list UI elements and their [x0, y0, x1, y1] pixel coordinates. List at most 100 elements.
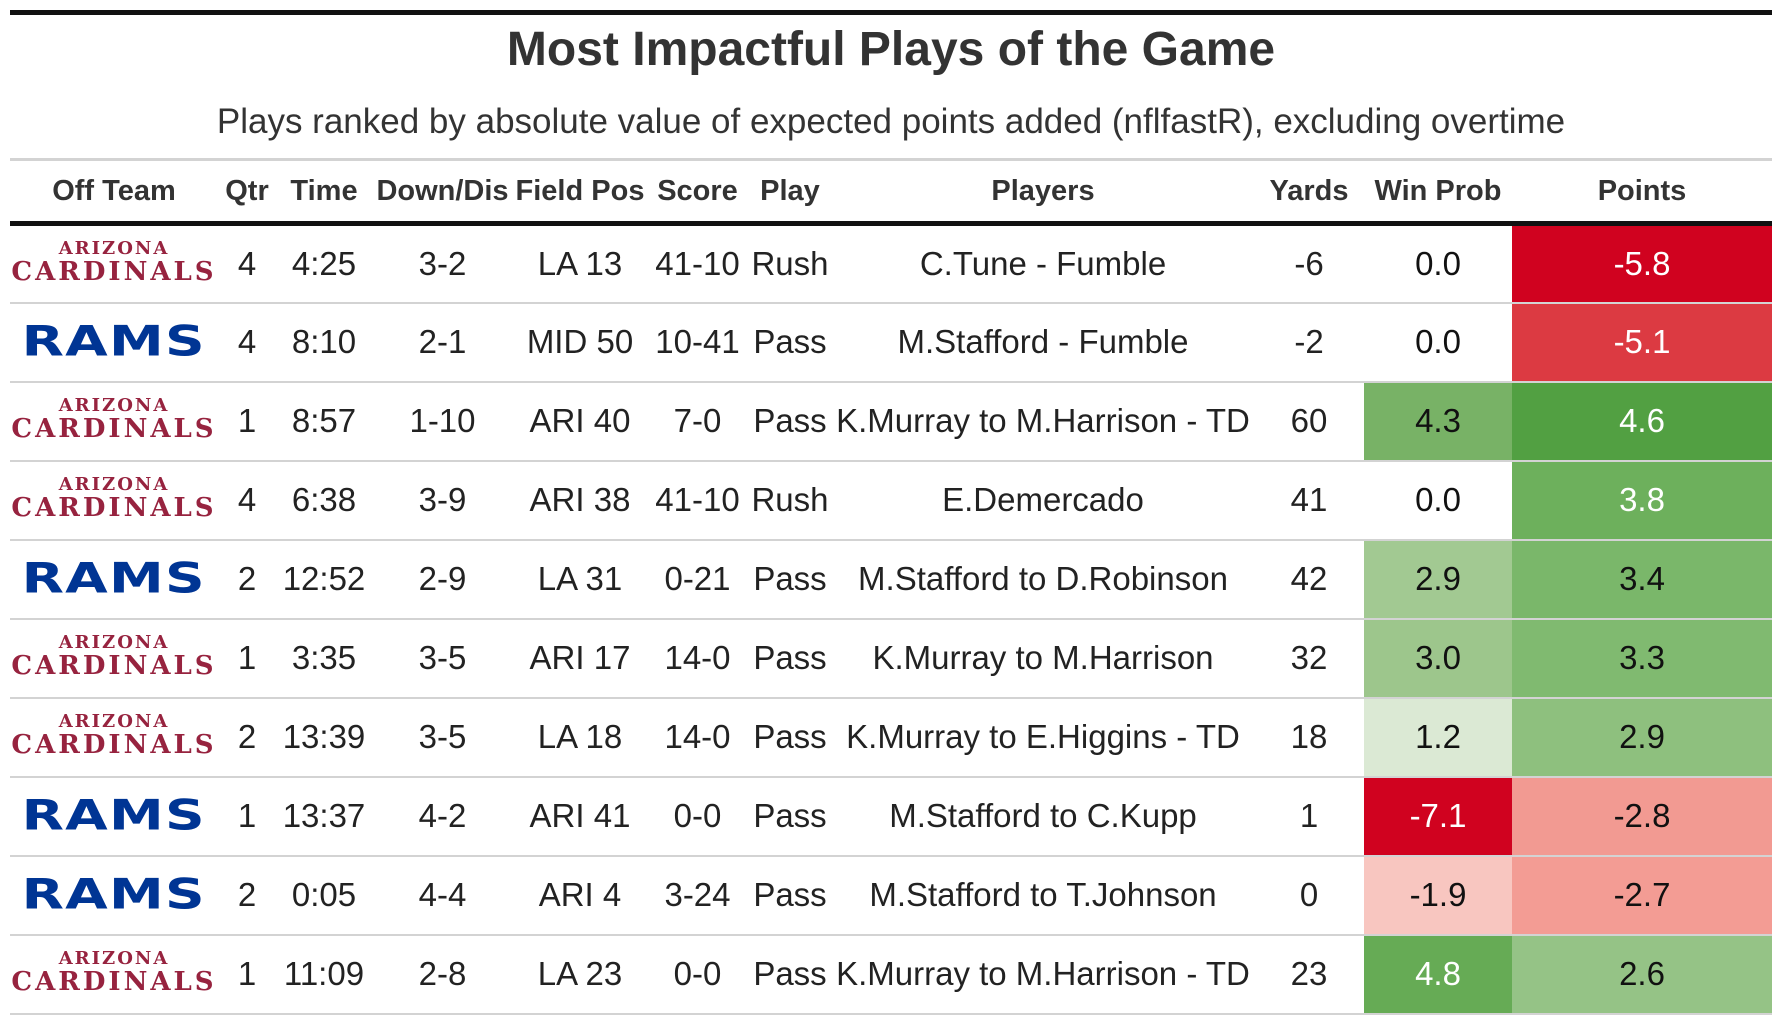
cell-team-logo: RAMS	[10, 776, 218, 857]
cell-play: Pass	[748, 618, 832, 699]
table-row: ARIZONA CARDINALS 1 3:35 3-5 ARI 17 14-0 Pass K.…	[10, 618, 1772, 699]
arizona-cardinals-logo: ARIZONA CARDINALS	[11, 474, 216, 522]
cell-score: 14-0	[647, 697, 748, 778]
cell-score: 0-21	[647, 539, 748, 620]
cell-points: 4.6	[1512, 381, 1772, 462]
cell-win-prob: -1.9	[1364, 855, 1512, 936]
cell-yards: 0	[1254, 855, 1364, 936]
cell-down-dis: 3-2	[372, 223, 513, 304]
table-row: ARIZONA CARDINALS 1 8:57 1-10 ARI 40 7-0 Pass K.…	[10, 381, 1772, 462]
cell-time: 13:39	[276, 697, 372, 778]
logo-line-1: ARIZONA	[58, 948, 170, 969]
cell-play: Pass	[748, 855, 832, 936]
cell-players: C.Tune - Fumble	[832, 223, 1254, 304]
cell-time: 8:57	[276, 381, 372, 462]
col-header-qtr: Qtr	[218, 158, 276, 226]
logo-line-1: ARIZONA	[58, 395, 170, 416]
cell-time: 6:38	[276, 460, 372, 541]
cell-players: E.Demercado	[832, 460, 1254, 541]
cell-points: -5.8	[1512, 223, 1772, 304]
cell-time: 0:05	[276, 855, 372, 936]
table-row: ARIZONA CARDINALS 4 4:25 3-2 LA 13 41-10 Rush C.…	[10, 223, 1772, 304]
cell-team-logo: ARIZONA CARDINALS	[10, 223, 218, 304]
cell-points: -2.7	[1512, 855, 1772, 936]
cell-field-pos: ARI 40	[513, 381, 647, 462]
plays-table: Off Team Qtr Time Down/Dis Field Pos Sco…	[10, 158, 1772, 1015]
col-header-win-prob: Win Prob	[1364, 158, 1512, 226]
logo-line-1: ARIZONA	[58, 474, 170, 495]
cell-team-logo: RAMS	[10, 539, 218, 620]
cell-points: 2.6	[1512, 934, 1772, 1015]
table-row: ARIZONA CARDINALS 1 11:09 2-8 LA 23 0-0 Pass K.M…	[10, 934, 1772, 1015]
cell-team-logo: RAMS	[10, 302, 218, 383]
cell-players: M.Stafford to D.Robinson	[832, 539, 1254, 620]
cell-team-logo: ARIZONA CARDINALS	[10, 697, 218, 778]
cell-down-dis: 3-5	[372, 697, 513, 778]
logo-line-1: ARIZONA	[58, 237, 170, 259]
cell-time: 12:52	[276, 539, 372, 620]
cell-players: K.Murray to M.Harrison - TD	[832, 934, 1254, 1015]
top-rule	[10, 10, 1772, 15]
cell-qtr: 1	[218, 776, 276, 857]
los-angeles-rams-logo: RAMS	[21, 791, 207, 840]
page-title: Most Impactful Plays of the Game	[506, 23, 1276, 76]
table-row: RAMS 2 0:05 4-4 ARI 4 3-24 Pass M.Stafford to T…	[10, 855, 1772, 936]
cell-play: Pass	[748, 302, 832, 383]
cell-win-prob: 4.8	[1364, 934, 1512, 1015]
cell-qtr: 4	[218, 460, 276, 541]
cell-players: M.Stafford to C.Kupp	[832, 776, 1254, 857]
cell-win-prob: 1.2	[1364, 697, 1512, 778]
cell-score: 0-0	[647, 934, 748, 1015]
cell-time: 4:25	[276, 223, 372, 304]
arizona-cardinals-logo: ARIZONA CARDINALS	[11, 634, 217, 681]
cell-score: 14-0	[647, 618, 748, 699]
los-angeles-rams-logo: RAMS	[21, 554, 207, 603]
logo-line-2: CARDINALS	[11, 730, 217, 760]
logo-line-2: CARDINALS	[11, 651, 217, 681]
cell-play: Rush	[748, 223, 832, 304]
cell-down-dis: 2-9	[372, 539, 513, 620]
cell-players: K.Murray to M.Harrison - TD	[832, 381, 1254, 462]
table-row: RAMS 2 12:52 2-9 LA 31 0-21 Pass M.Stafford to …	[10, 539, 1772, 620]
cell-down-dis: 2-1	[372, 302, 513, 383]
cell-win-prob: 0.0	[1364, 302, 1512, 383]
col-header-points: Points	[1512, 158, 1772, 226]
cell-field-pos: LA 18	[513, 697, 647, 778]
cell-team-logo: ARIZONA CARDINALS	[10, 381, 218, 462]
arizona-cardinals-logo: ARIZONA CARDINALS	[11, 713, 217, 760]
table-header-row: Off Team Qtr Time Down/Dis Field Pos Sco…	[10, 158, 1772, 226]
cell-field-pos: ARI 41	[513, 776, 647, 857]
cell-qtr: 4	[218, 302, 276, 383]
page-subtitle: Plays ranked by absolute value of expect…	[216, 102, 1566, 141]
cell-play: Pass	[748, 381, 832, 462]
cell-time: 13:37	[276, 776, 372, 857]
cell-players: M.Stafford to T.Johnson	[832, 855, 1254, 936]
col-header-down-dis: Down/Dis	[372, 158, 513, 226]
cell-down-dis: 2-8	[372, 934, 513, 1015]
cell-points: -5.1	[1512, 302, 1772, 383]
cell-down-dis: 3-9	[372, 460, 513, 541]
cell-points: 2.9	[1512, 697, 1772, 778]
cell-players: K.Murray to M.Harrison	[832, 618, 1254, 699]
cell-players: K.Murray to E.Higgins - TD	[832, 697, 1254, 778]
cell-field-pos: ARI 17	[513, 618, 647, 699]
cell-win-prob: 3.0	[1364, 618, 1512, 699]
arizona-cardinals-logo: ARIZONA CARDINALS	[11, 395, 216, 443]
plays-table-container: Off Team Qtr Time Down/Dis Field Pos Sco…	[10, 158, 1772, 1015]
cell-yards: -6	[1254, 223, 1364, 304]
cell-yards: 32	[1254, 618, 1364, 699]
cell-team-logo: RAMS	[10, 855, 218, 936]
cell-score: 10-41	[647, 302, 748, 383]
cell-yards: 42	[1254, 539, 1364, 620]
cell-win-prob: -7.1	[1364, 776, 1512, 857]
cell-yards: -2	[1254, 302, 1364, 383]
table-row: ARIZONA CARDINALS 4 6:38 3-9 ARI 38 41-10 Rush E…	[10, 460, 1772, 541]
cell-points: 3.4	[1512, 539, 1772, 620]
cell-players: M.Stafford - Fumble	[832, 302, 1254, 383]
cell-qtr: 1	[218, 618, 276, 699]
cell-down-dis: 4-4	[372, 855, 513, 936]
cell-field-pos: MID 50	[513, 302, 647, 383]
cell-yards: 1	[1254, 776, 1364, 857]
cell-time: 11:09	[276, 934, 372, 1015]
